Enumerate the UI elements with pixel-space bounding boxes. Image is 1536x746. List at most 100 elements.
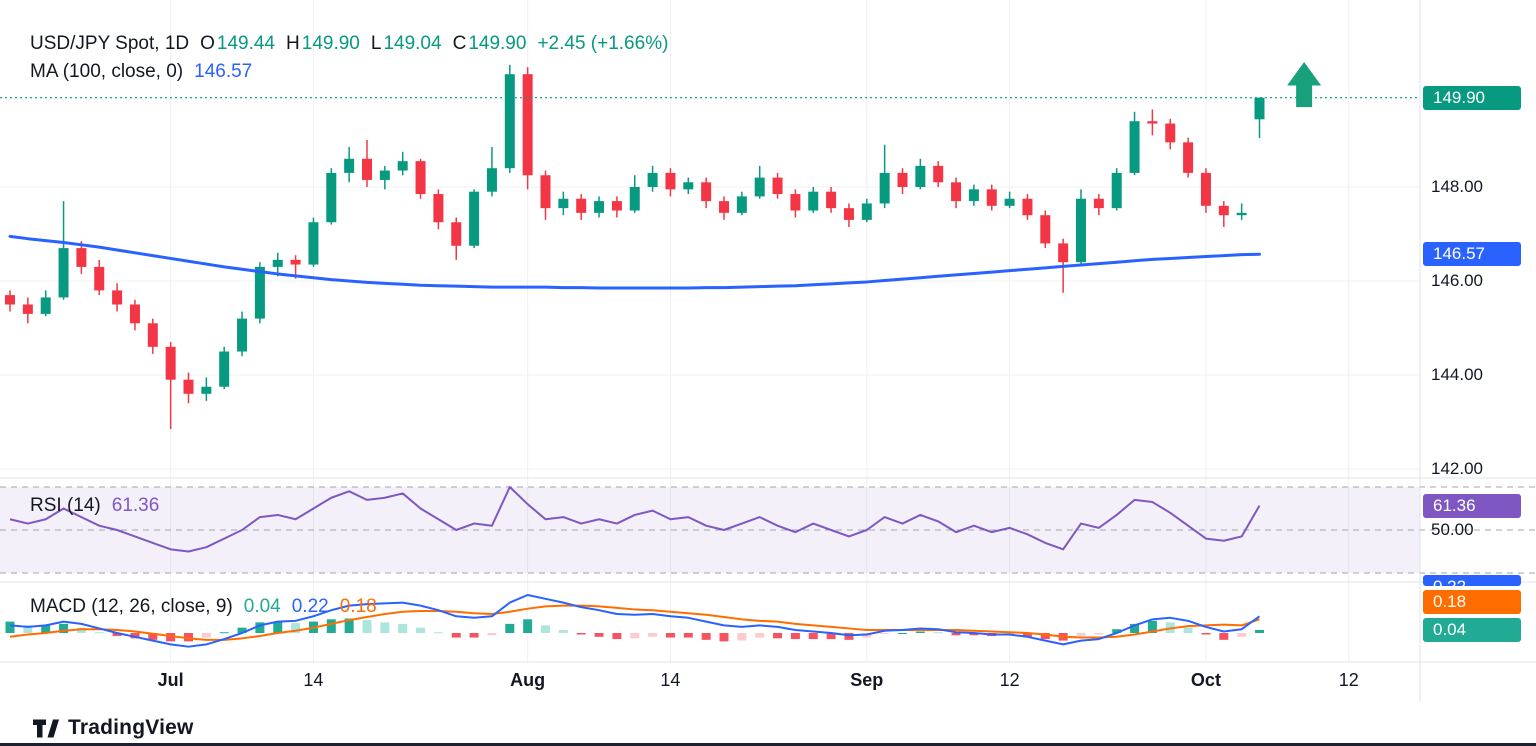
candle-body — [861, 203, 872, 220]
macd-histogram-bar — [898, 633, 907, 634]
price-axis-label: 142.00 — [1431, 459, 1483, 478]
candle-body — [736, 196, 747, 213]
macd-histogram-bar — [1130, 623, 1140, 633]
macd-histogram-bar — [184, 633, 193, 642]
candle-body — [22, 304, 33, 314]
macd-histogram-bar — [541, 625, 550, 633]
candle-body — [1040, 215, 1051, 244]
macd-label: MACD (12, 26, close, 9) — [30, 596, 233, 617]
candle-body — [94, 266, 105, 291]
macd-legend[interactable]: MACD (12, 26, close, 9) 0.04 0.22 0.18 — [30, 596, 377, 618]
candle-body — [1236, 212, 1247, 216]
candle-body — [201, 386, 212, 394]
candle-body — [951, 182, 962, 202]
price-axis[interactable]: 149.90 148.00 146.57 146.00 144.00 142.0… — [1420, 0, 1536, 702]
candle-body — [1004, 198, 1015, 206]
candle-body — [40, 297, 51, 314]
macd-hist-badge: 0.04 — [1423, 617, 1521, 642]
time-tick-label: 12 — [999, 670, 1020, 690]
macd-histogram-bar — [933, 632, 943, 634]
candle-body — [1076, 198, 1086, 263]
macd-histogram-bar — [523, 619, 533, 633]
macd-histogram-bar — [808, 633, 818, 640]
macd-histogram-bar — [451, 633, 461, 638]
rsi-value: 61.36 — [111, 495, 160, 516]
candle-body — [1165, 123, 1176, 143]
candle-body — [379, 170, 390, 180]
candle-body — [451, 222, 462, 246]
macd-histogram-bar — [344, 618, 354, 633]
last-price-badge: 149.90 — [1423, 85, 1521, 110]
time-axis[interactable]: Jul 14 Aug 14 Sep 12 Oct 12 — [0, 662, 1536, 702]
candle-body — [76, 248, 87, 267]
macd-histogram-bar — [326, 619, 336, 633]
candle-body — [397, 161, 408, 171]
candle-body — [1111, 172, 1122, 209]
macd-histogram-bar — [790, 633, 800, 640]
time-tick-label: 12 — [1338, 670, 1359, 690]
macd-histogram-bar — [826, 633, 836, 640]
candle-body — [1147, 121, 1158, 124]
up-arrow-annotation[interactable] — [1287, 61, 1322, 108]
macd-histogram-bar — [41, 625, 51, 633]
candle-body — [1129, 121, 1140, 173]
macd-histogram-bar — [630, 633, 640, 639]
macd-histogram-bar — [773, 633, 783, 639]
price-axis-label: 146.00 — [1431, 271, 1483, 290]
macd-histogram-bar — [130, 633, 140, 639]
candle-body — [522, 74, 533, 176]
candle-body — [486, 168, 497, 192]
change-value: +2.45 (+1.66%) — [537, 33, 669, 54]
candle-body — [968, 189, 979, 202]
close-value: C 149.90 — [452, 33, 527, 54]
macd-histogram-bar — [362, 620, 372, 633]
candle-body — [219, 351, 230, 387]
bottom-window-edge — [0, 743, 1536, 746]
open-value: O 149.44 — [200, 33, 276, 54]
candle-body — [754, 177, 765, 197]
tradingview-logo[interactable]: TradingView — [33, 716, 194, 740]
macd-signal-badge: 0.18 — [1423, 590, 1521, 614]
candle-body — [897, 172, 908, 187]
rsi-value-badge: 61.36 — [1423, 493, 1521, 518]
ma-legend[interactable]: MA (100, close, 0) 146.57 — [30, 61, 252, 83]
macd-histogram-bar — [755, 633, 765, 638]
candle-body — [469, 191, 480, 246]
symbol-legend[interactable]: USD/JPY Spot, 1D O 149.44 H 149.90 L 149.04… — [30, 33, 668, 55]
candle-body — [1022, 198, 1033, 216]
macd-histogram-bar — [469, 633, 479, 638]
candle-body — [611, 201, 622, 211]
macd-histogram-bar — [1022, 633, 1032, 637]
rsi-legend[interactable]: RSI (14) 61.36 — [30, 495, 159, 517]
macd-histogram-bar — [737, 633, 747, 641]
candle-body — [701, 182, 712, 202]
macd-signal-value: 0.18 — [339, 596, 377, 617]
candle-body — [915, 165, 926, 187]
macd-histogram-bar — [1112, 629, 1122, 633]
macd-histogram-bar — [166, 633, 176, 642]
macd-histogram-bar — [5, 621, 15, 633]
macd-histogram-bar — [576, 633, 586, 635]
time-tick-label: Oct — [1190, 670, 1221, 690]
candle-body — [504, 74, 515, 169]
candle-body — [772, 177, 783, 195]
ma-100-line — [8, 234, 1261, 290]
macd-histogram-bar — [648, 633, 658, 637]
macd-histogram-bar — [951, 633, 961, 636]
low-value: L 149.04 — [370, 33, 442, 54]
macd-histogram-bar — [255, 622, 265, 633]
candle-body — [808, 191, 819, 211]
macd-histogram-bar — [487, 633, 497, 636]
candle-body — [237, 318, 248, 352]
candle-body — [433, 194, 444, 223]
symbol-title[interactable]: USD/JPY Spot, 1D — [30, 33, 190, 54]
macd-histogram-bar — [1094, 633, 1104, 635]
macd-histogram-bar — [1183, 627, 1193, 633]
macd-histogram-bar — [594, 633, 604, 637]
candle-body — [790, 194, 801, 211]
candle-body — [415, 161, 426, 195]
candle-body — [1218, 205, 1229, 216]
ma-value-badge: 146.57 — [1423, 242, 1521, 267]
